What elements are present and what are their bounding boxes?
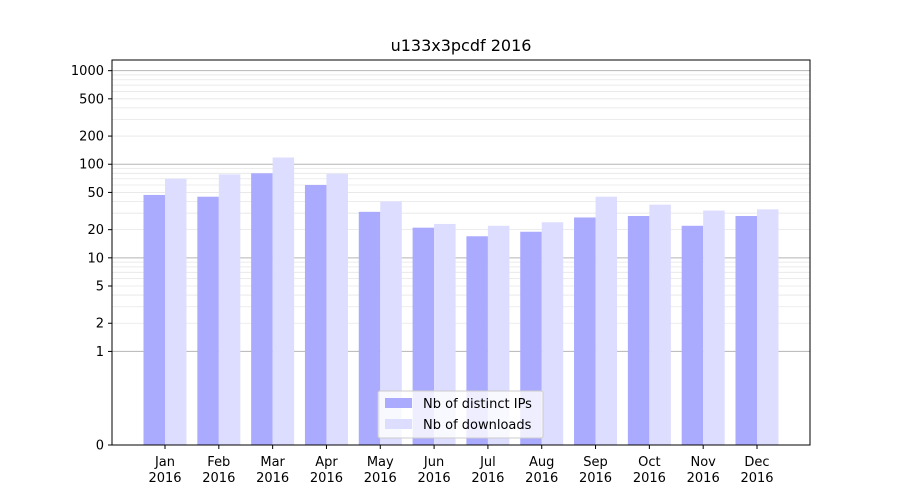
bar-downloads: [218, 174, 241, 445]
y-tick-label: 10: [87, 251, 104, 266]
x-tick-label-month: Apr: [315, 455, 338, 470]
legend-box: [377, 390, 544, 439]
x-tick-label-year: 2016: [687, 471, 720, 486]
x-tick-label-month: Feb: [207, 455, 230, 470]
x-tick-label-month: Jun: [423, 455, 444, 470]
y-tick-label: 2: [96, 317, 104, 332]
x-tick-label-year: 2016: [202, 471, 235, 486]
y-axis: 0 1 2 5 10 20 50 100 200 500 1000: [71, 64, 112, 454]
x-tick-label-year: 2016: [633, 471, 666, 486]
x-tick-label-month: Mar: [260, 455, 285, 470]
y-tick-label: 500: [79, 92, 104, 107]
bar-distinct-ips: [358, 211, 381, 445]
y-tick-label: 20: [87, 223, 104, 238]
x-tick-label-month: Jul: [479, 455, 496, 470]
x-tick-label-year: 2016: [525, 471, 558, 486]
bar-distinct-ips: [251, 173, 273, 445]
x-tick-label-month: Dec: [744, 455, 769, 470]
x-tick-label-year: 2016: [256, 471, 289, 486]
legend: Nb of distinct IPs Nb of downloads: [377, 390, 544, 439]
bar-distinct-ips: [143, 194, 165, 445]
y-tick-label: 50: [87, 186, 104, 201]
y-tick-label: 5: [96, 280, 104, 295]
y-tick-label: 1: [96, 345, 104, 360]
bar-downloads: [326, 173, 348, 446]
bar-downloads: [541, 222, 564, 445]
legend-swatch-distinct-ips: [385, 398, 412, 408]
x-tick-label-year: 2016: [418, 471, 451, 486]
bar-distinct-ips: [735, 215, 757, 445]
legend-label-downloads: Nb of downloads: [423, 418, 532, 433]
x-tick-label-month: Oct: [638, 455, 660, 470]
bar-downloads: [757, 209, 779, 445]
x-tick-label-month: May: [367, 455, 394, 470]
chart-title: u133x3pcdf 2016: [391, 36, 532, 55]
x-tick-label-year: 2016: [310, 471, 343, 486]
y-tick-label: 1000: [71, 64, 104, 79]
x-axis: Jan2016Feb2016Mar2016Apr2016May2016Jun20…: [148, 445, 774, 486]
bar-distinct-ips: [574, 217, 596, 445]
bar-distinct-ips: [304, 185, 327, 445]
bar-downloads: [649, 204, 671, 445]
y-tick-label: 100: [79, 158, 104, 173]
bar-downloads: [703, 210, 725, 445]
legend-label-distinct-ips: Nb of distinct IPs: [423, 397, 532, 412]
bar-downloads: [380, 201, 402, 445]
x-tick-label-year: 2016: [364, 471, 397, 486]
x-tick-label-month: Jan: [154, 455, 175, 470]
bars: [143, 157, 779, 446]
x-tick-label-year: 2016: [471, 471, 504, 486]
x-tick-label-month: Nov: [690, 455, 716, 470]
bar-downloads: [165, 178, 187, 446]
bar-distinct-ips: [197, 196, 219, 445]
bar-distinct-ips: [627, 215, 650, 445]
x-tick-label-year: 2016: [148, 471, 181, 486]
bar-downloads: [487, 225, 510, 445]
x-tick-label-year: 2016: [740, 471, 773, 486]
plot-area-frame: [111, 59, 811, 446]
x-tick-label-year: 2016: [579, 471, 612, 486]
bar-downloads: [434, 223, 456, 445]
x-tick-label-month: Aug: [529, 455, 554, 470]
bar-downloads: [595, 196, 618, 445]
x-tick-label-month: Sep: [583, 455, 608, 470]
bar-downloads: [272, 157, 295, 445]
y-tick-label: 200: [79, 130, 104, 145]
y-tick-label: 0: [96, 439, 104, 454]
bar-distinct-ips: [681, 225, 704, 445]
legend-swatch-downloads: [385, 419, 412, 429]
